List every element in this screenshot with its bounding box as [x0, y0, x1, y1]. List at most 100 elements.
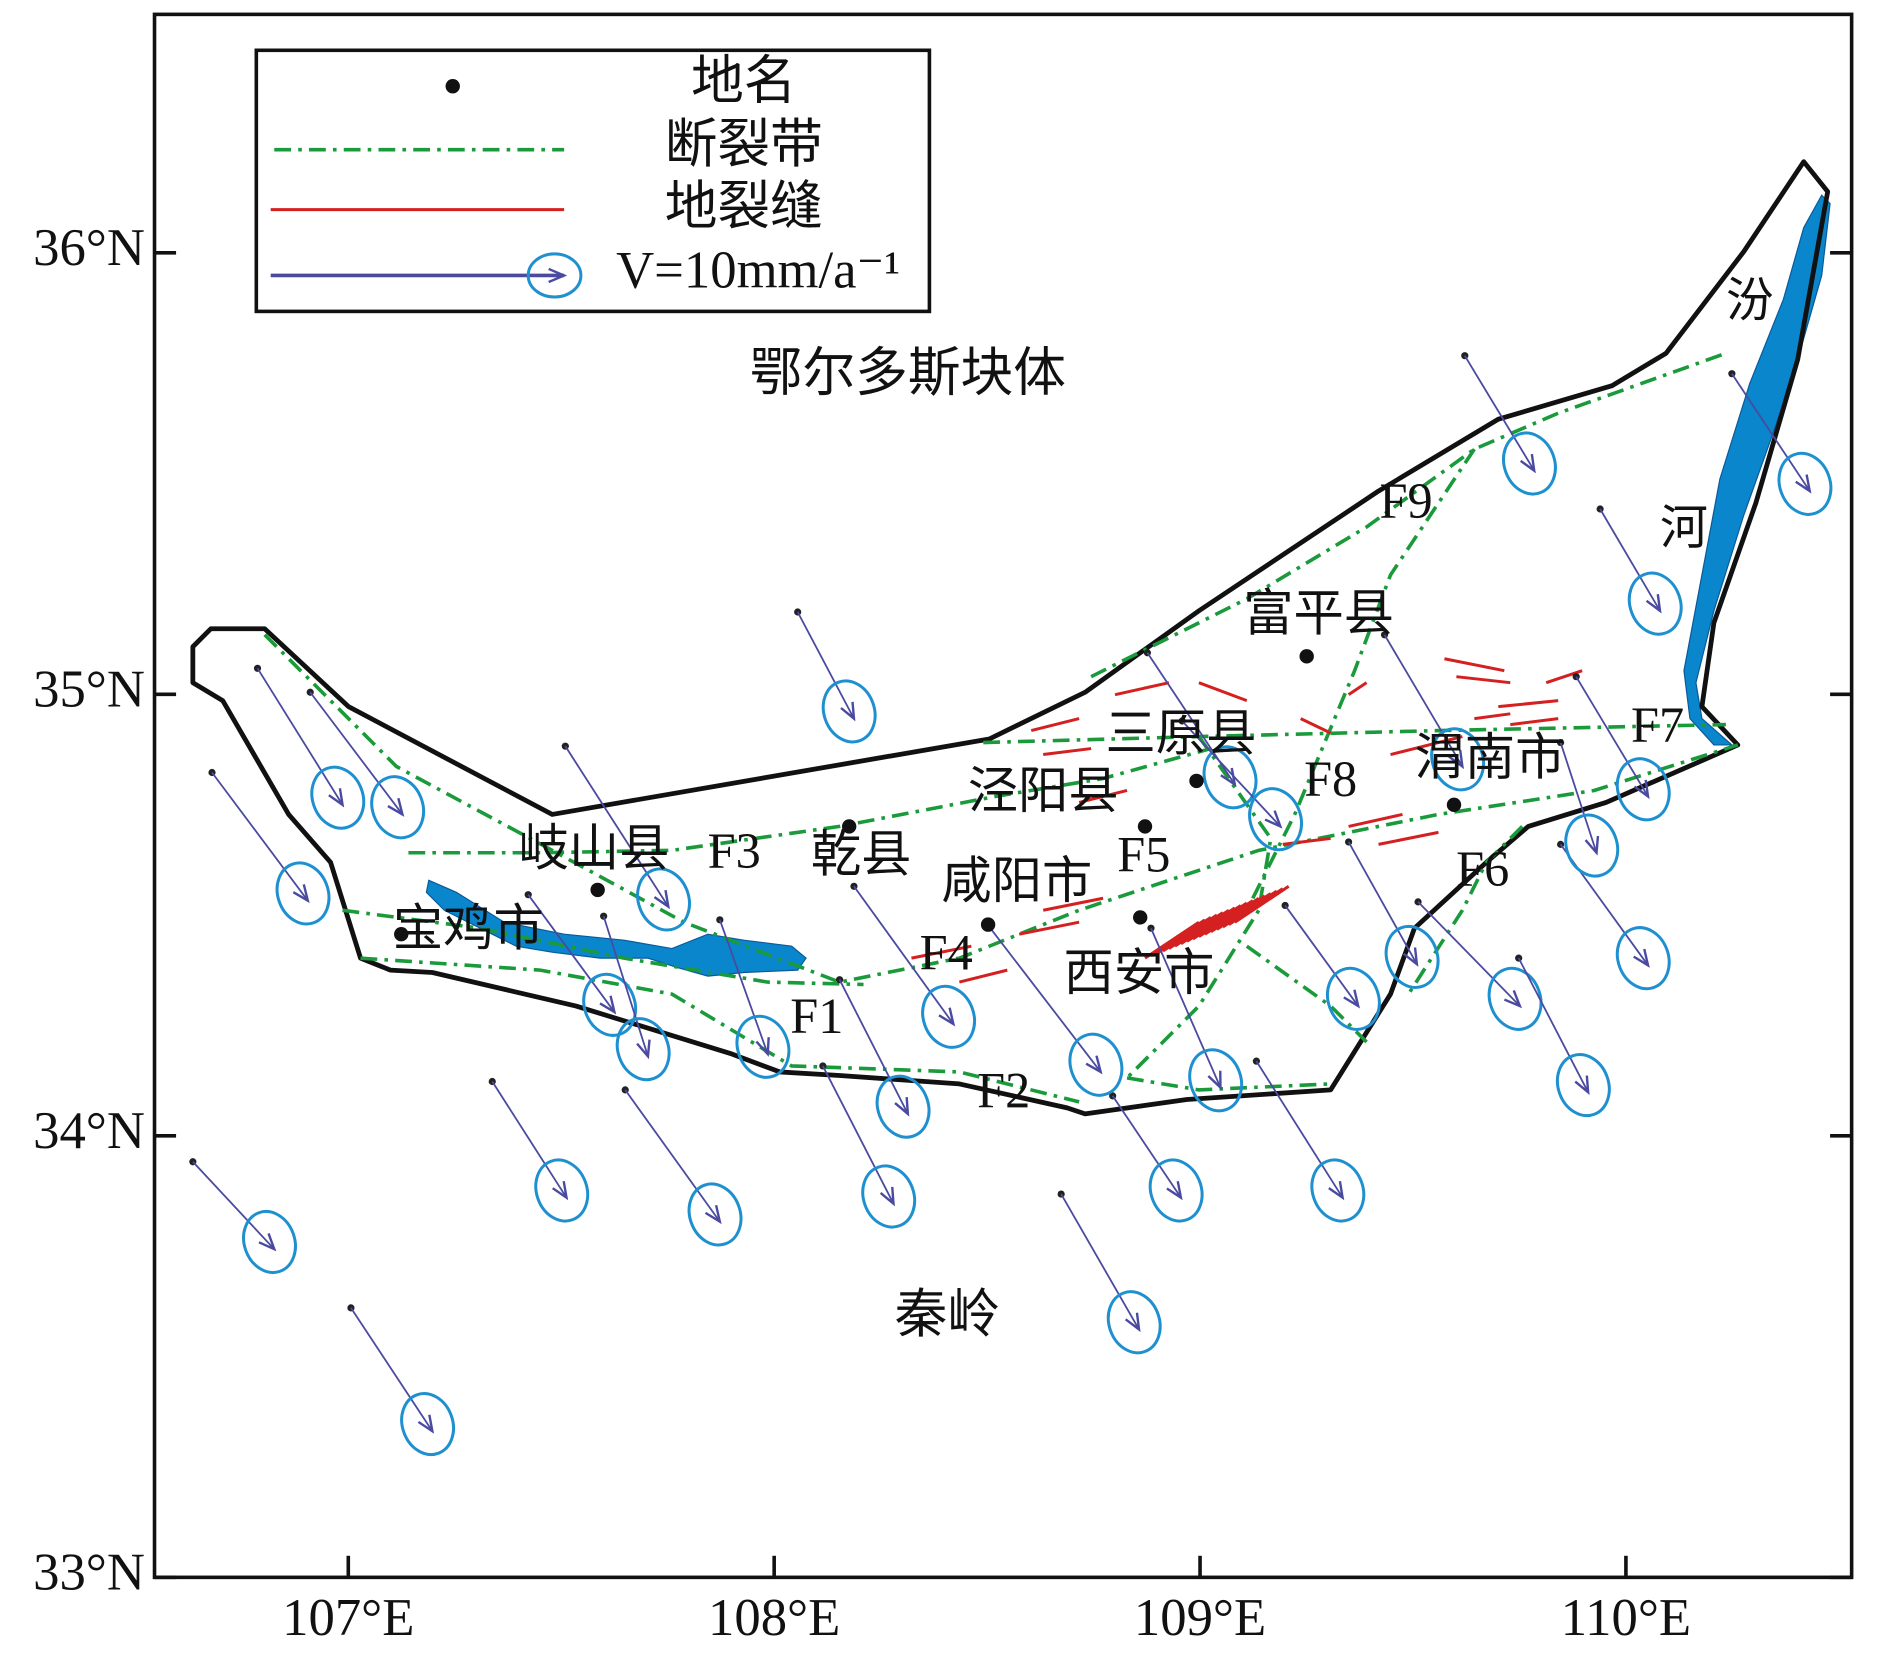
- fault-label: F9: [1380, 473, 1433, 529]
- x-tick-label: 110°E: [1561, 1589, 1691, 1647]
- arrow-shaft: [350, 1307, 434, 1432]
- place-label: 乾县: [811, 826, 912, 882]
- velocity-vector: [835, 976, 931, 1139]
- velocity-vector: [1596, 505, 1683, 636]
- place-marker: [1137, 819, 1153, 834]
- ground-fissure: [1474, 712, 1511, 721]
- fault-label: F7: [1631, 697, 1684, 753]
- error-ellipse: [1310, 1158, 1366, 1223]
- error-ellipse: [1068, 1032, 1124, 1097]
- ground-fissure: [1233, 885, 1290, 924]
- region-label: 秦岭: [895, 1286, 1000, 1344]
- fault-label: F1: [790, 988, 843, 1044]
- velocity-vector: [1414, 898, 1543, 1031]
- region-label: 汾: [1726, 274, 1774, 327]
- ground-fissure: [1545, 669, 1583, 685]
- velocity-vector: [1572, 673, 1671, 822]
- arrow-head: [1795, 474, 1812, 494]
- ground-fissure: [1030, 717, 1080, 733]
- error-ellipse: [1615, 757, 1671, 822]
- arrow-head: [387, 797, 405, 817]
- arrow-shaft: [1284, 904, 1359, 1007]
- fault-zone: [983, 722, 1726, 745]
- x-tick-label: 109°E: [1134, 1589, 1266, 1647]
- velocity-vector: [1252, 1057, 1366, 1223]
- error-ellipse: [1248, 787, 1303, 852]
- ground-fissure: [1300, 717, 1332, 735]
- arrow-head: [653, 889, 670, 910]
- error-ellipse: [1188, 1048, 1244, 1113]
- velocity-vector: [306, 688, 426, 840]
- fault-zone: [1245, 448, 1476, 912]
- error-ellipse: [1106, 1290, 1162, 1355]
- legend-box: [254, 48, 932, 314]
- error-ellipse: [1202, 745, 1258, 810]
- error-ellipse: [861, 1164, 917, 1229]
- place-label: 富平县: [1243, 586, 1394, 642]
- arrow-shaft: [564, 745, 670, 908]
- ground-fissure: [1498, 699, 1559, 709]
- place-label: 泾阳县: [968, 763, 1119, 819]
- fault-label: F8: [1304, 751, 1357, 807]
- error-ellipse: [687, 1182, 743, 1247]
- place-marker: [394, 927, 409, 942]
- arrow-shaft: [192, 1161, 275, 1250]
- arrow-head: [1328, 1180, 1345, 1201]
- arrow-head: [552, 1180, 569, 1201]
- arrow-head: [704, 1205, 722, 1225]
- ground-fissure: [1043, 747, 1092, 757]
- velocity-vector: [819, 1062, 917, 1229]
- arrow-shaft: [1731, 373, 1811, 492]
- basin-boundary: [190, 159, 1831, 1117]
- velocity-vector: [1345, 838, 1440, 989]
- velocity-vector: [1109, 1092, 1204, 1223]
- arrow-shaft: [1347, 841, 1418, 965]
- velocity-vector: [253, 664, 366, 830]
- arrow-head: [1448, 749, 1464, 770]
- ground-fissure: [911, 944, 972, 960]
- velocity-vector: [347, 1304, 456, 1457]
- error-ellipse: [1777, 451, 1833, 516]
- place-marker: [590, 882, 605, 898]
- arrow-shaft: [822, 1065, 895, 1205]
- error-ellipse: [821, 679, 877, 744]
- arrow-head: [1633, 779, 1650, 800]
- velocity-vector: [794, 608, 877, 744]
- error-ellipse: [1325, 966, 1381, 1031]
- error-ellipse: [400, 1392, 456, 1457]
- arrow-shaft: [602, 915, 649, 1057]
- arrow-shaft: [1517, 957, 1589, 1093]
- arrow-shaft: [527, 894, 616, 1013]
- map-frame: [152, 12, 1854, 1580]
- legend-label: 地裂缝: [665, 178, 823, 236]
- error-ellipse: [242, 1209, 297, 1274]
- arrow-shaft: [796, 611, 855, 720]
- arrow-shaft: [1383, 634, 1464, 767]
- arrow-head: [599, 995, 617, 1015]
- y-tick-label: 36°N: [33, 219, 145, 277]
- arrow-head: [417, 1414, 435, 1434]
- fault-zone: [360, 956, 1080, 1104]
- error-ellipse: [615, 1017, 671, 1082]
- arrow-head: [1519, 453, 1536, 474]
- error-ellipse: [310, 765, 366, 830]
- arrow-shaft: [1599, 508, 1661, 612]
- fault-zone: [1090, 351, 1727, 679]
- y-tick-label: 34°N: [33, 1102, 145, 1160]
- arrow-head: [1220, 767, 1237, 788]
- place-label: 咸阳市: [941, 853, 1092, 909]
- place-label: 岐山县: [519, 820, 670, 876]
- arrow-head: [1085, 1055, 1103, 1075]
- arrow-shaft: [624, 1089, 721, 1223]
- arrow-shaft: [1255, 1060, 1344, 1199]
- fault-label: F4: [920, 925, 973, 981]
- arrow-head: [548, 267, 568, 284]
- error-ellipse: [1627, 571, 1683, 636]
- place-marker: [841, 819, 857, 834]
- ground-fissure: [1348, 812, 1403, 828]
- ground-fissure: [1078, 789, 1128, 804]
- ground-fissure: [1390, 735, 1463, 756]
- arrow-head: [1645, 594, 1662, 614]
- x-tick-label: 108°E: [708, 1589, 840, 1647]
